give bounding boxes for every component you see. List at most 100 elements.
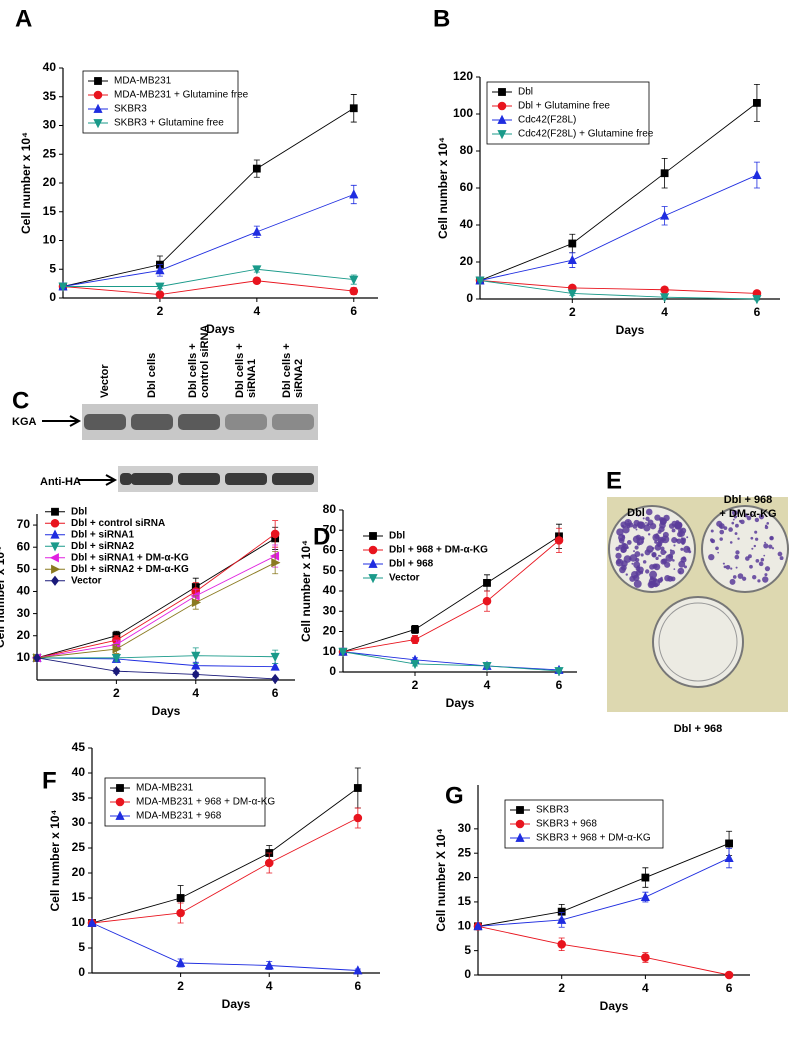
legend-label: Cdc42(F28L) + Glutamine free xyxy=(518,129,654,140)
colony xyxy=(628,557,632,561)
y-tick-label: 10 xyxy=(323,644,337,658)
legend-label: MDA-MB231 xyxy=(114,76,172,87)
panel-label: E xyxy=(606,467,622,494)
marker xyxy=(252,164,261,173)
marker xyxy=(191,651,201,661)
marker xyxy=(349,286,359,296)
legend-label: MDA-MB231 + Glutamine free xyxy=(114,90,249,101)
lane-label: Dbl cells + xyxy=(187,343,199,398)
panel-label: A xyxy=(15,5,32,32)
marker xyxy=(270,661,280,671)
colony xyxy=(642,517,645,520)
y-tick-label: 20 xyxy=(43,175,57,189)
marker xyxy=(115,797,125,807)
marker xyxy=(497,130,507,140)
colony xyxy=(642,560,647,564)
y-tick-label: 0 xyxy=(464,967,471,981)
blot-band xyxy=(225,414,267,430)
colony xyxy=(678,530,686,537)
colony xyxy=(764,524,768,527)
colony xyxy=(659,538,664,542)
colony xyxy=(682,556,686,560)
y-axis-title: Cell number x 10⁴ xyxy=(0,546,7,648)
y-tick-label: 35 xyxy=(72,790,86,804)
marker xyxy=(516,806,524,814)
marker xyxy=(116,784,124,792)
colony xyxy=(745,556,750,561)
y-tick-label: 70 xyxy=(323,522,337,536)
marker xyxy=(338,647,348,658)
colony xyxy=(645,521,647,524)
panel-label: D xyxy=(313,523,330,550)
plate-label: Dbl + 968 xyxy=(674,723,723,735)
colony xyxy=(715,546,719,551)
marker xyxy=(112,666,121,677)
series-line xyxy=(342,651,560,672)
legend-label: Dbl xyxy=(518,87,533,98)
colony xyxy=(753,544,757,548)
colony xyxy=(643,524,651,532)
y-axis-title: Cell number x 10⁴ xyxy=(19,132,33,234)
colony xyxy=(755,558,760,563)
colony xyxy=(649,564,655,570)
colony xyxy=(752,574,757,580)
panel-label: F xyxy=(42,767,57,794)
marker xyxy=(369,532,377,540)
x-tick-label: 6 xyxy=(556,678,563,692)
series-line xyxy=(477,925,730,976)
colony xyxy=(750,536,754,540)
series-line xyxy=(63,268,354,287)
marker xyxy=(752,169,762,179)
x-axis-title: Days xyxy=(446,696,475,710)
series-line xyxy=(36,555,276,659)
colony xyxy=(633,579,642,588)
marker xyxy=(87,917,97,927)
marker xyxy=(252,276,262,286)
lane-label: Dbl cells + xyxy=(281,343,293,398)
colony xyxy=(659,578,664,582)
y-tick-label: 40 xyxy=(460,217,474,231)
y-tick-label: 15 xyxy=(72,890,86,904)
marker xyxy=(641,873,650,882)
colony xyxy=(749,564,753,569)
marker xyxy=(660,210,670,220)
colony xyxy=(659,555,662,557)
colony xyxy=(722,562,725,565)
colony xyxy=(737,537,740,540)
blot-band xyxy=(272,414,314,430)
series-line xyxy=(479,280,757,294)
series-line xyxy=(477,843,730,927)
colony xyxy=(664,561,671,568)
colony xyxy=(651,551,657,558)
colony xyxy=(647,533,651,536)
legend-label: Dbl + 968 xyxy=(389,559,434,570)
colony xyxy=(671,537,678,544)
marker xyxy=(567,289,577,299)
series-line xyxy=(36,562,276,659)
row-label: KGA xyxy=(12,416,37,428)
marker xyxy=(176,894,185,902)
colony xyxy=(647,581,655,589)
y-axis-title: Cell number X 10⁴ xyxy=(434,828,448,931)
colony xyxy=(633,550,636,553)
x-axis-title: Days xyxy=(206,322,235,336)
plate xyxy=(652,596,744,688)
colony xyxy=(686,536,689,539)
lane-label: control siRNA xyxy=(199,325,211,398)
colony xyxy=(651,547,655,550)
y-tick-label: 40 xyxy=(72,765,86,779)
x-tick-label: 6 xyxy=(726,981,733,995)
colony xyxy=(675,520,680,524)
y-tick-label: 70 xyxy=(17,517,31,531)
blot-band xyxy=(178,414,220,430)
marker xyxy=(49,553,59,563)
colony xyxy=(754,517,760,523)
series-line xyxy=(91,787,359,924)
colony xyxy=(760,557,765,562)
arrow xyxy=(78,474,118,486)
marker xyxy=(567,254,577,265)
marker xyxy=(58,282,68,292)
y-axis-title: Cell number x 10⁴ xyxy=(299,540,313,642)
colony-photo xyxy=(607,497,789,712)
